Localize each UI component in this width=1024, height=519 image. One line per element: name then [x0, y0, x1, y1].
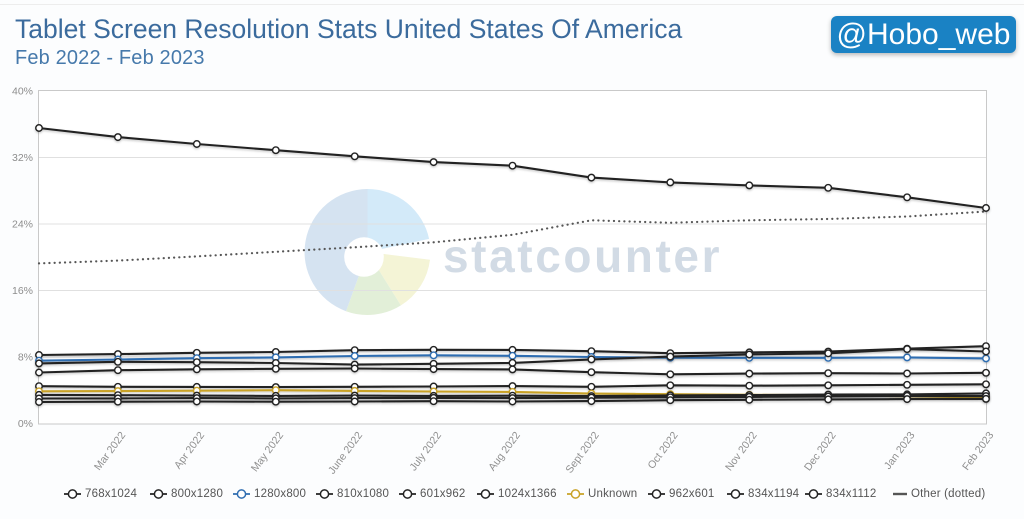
svg-text:June 2022: June 2022 [326, 430, 365, 477]
svg-text:May 2022: May 2022 [249, 430, 286, 475]
svg-text:40%: 40% [12, 86, 33, 98]
svg-text:Dec 2022: Dec 2022 [802, 430, 839, 474]
svg-text:Oct 2022: Oct 2022 [645, 430, 680, 472]
svg-text:Feb 2023: Feb 2023 [960, 430, 996, 473]
svg-text:32%: 32% [12, 152, 33, 164]
svg-text:16%: 16% [12, 285, 33, 297]
svg-text:24%: 24% [12, 219, 33, 231]
svg-text:July 2022: July 2022 [407, 430, 444, 474]
svg-text:Jan 2023: Jan 2023 [882, 430, 918, 472]
svg-text:8%: 8% [18, 352, 33, 364]
svg-text:Aug 2022: Aug 2022 [486, 430, 523, 474]
svg-text:0%: 0% [18, 418, 33, 430]
svg-text:Nov 2022: Nov 2022 [723, 430, 760, 474]
svg-text:statcounter: statcounter [443, 230, 722, 282]
svg-text:Apr 2022: Apr 2022 [172, 430, 207, 472]
svg-text:Sept 2022: Sept 2022 [563, 430, 601, 476]
svg-text:Mar 2022: Mar 2022 [92, 430, 128, 473]
